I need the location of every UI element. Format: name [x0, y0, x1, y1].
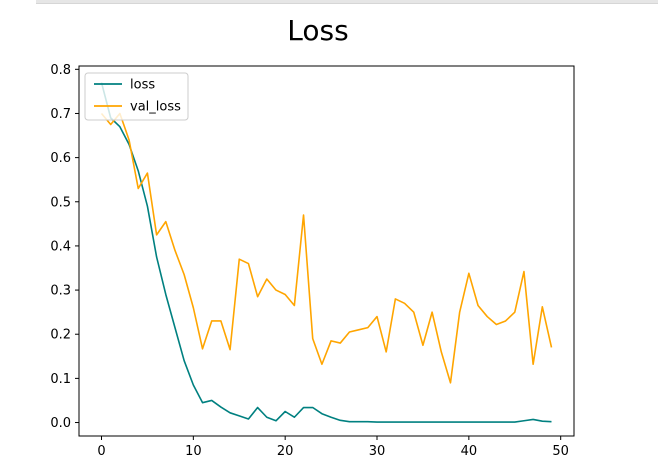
y-tick-label: 0.4 — [50, 239, 71, 254]
top-border — [36, 0, 658, 4]
y-tick-label: 0.5 — [50, 195, 71, 210]
y-tick-label: 0.7 — [50, 107, 71, 122]
legend: loss val_loss — [84, 72, 189, 121]
y-tick-label: 0.6 — [50, 151, 71, 166]
y-tick-label: 0.0 — [50, 416, 71, 431]
series-line-loss — [100, 82, 552, 423]
x-tick-label: 40 — [461, 444, 478, 459]
chart-title: Loss — [287, 14, 348, 47]
y-tick-label: 0.1 — [50, 372, 71, 387]
y-tick-label: 0.2 — [50, 328, 71, 343]
y-tick-label: 0.3 — [50, 284, 71, 299]
y-axis: 0.0 0.1 0.2 0.3 0.4 0.5 0.6 0.7 0.8 — [50, 63, 79, 431]
x-tick-label: 0 — [97, 444, 105, 459]
legend-label-loss: loss — [130, 78, 155, 93]
plot-area — [78, 65, 575, 437]
y-tick-label: 0.8 — [50, 63, 71, 78]
axes-frame — [78, 65, 575, 437]
x-tick-label: 30 — [369, 444, 386, 459]
series-line-val_loss — [100, 112, 553, 384]
x-tick-label: 10 — [185, 444, 202, 459]
x-tick-label: 50 — [552, 444, 569, 459]
x-tick-label: 20 — [277, 444, 294, 459]
legend-label-val_loss: val_loss — [130, 100, 181, 115]
x-axis: 0 10 20 30 40 50 — [97, 436, 569, 459]
